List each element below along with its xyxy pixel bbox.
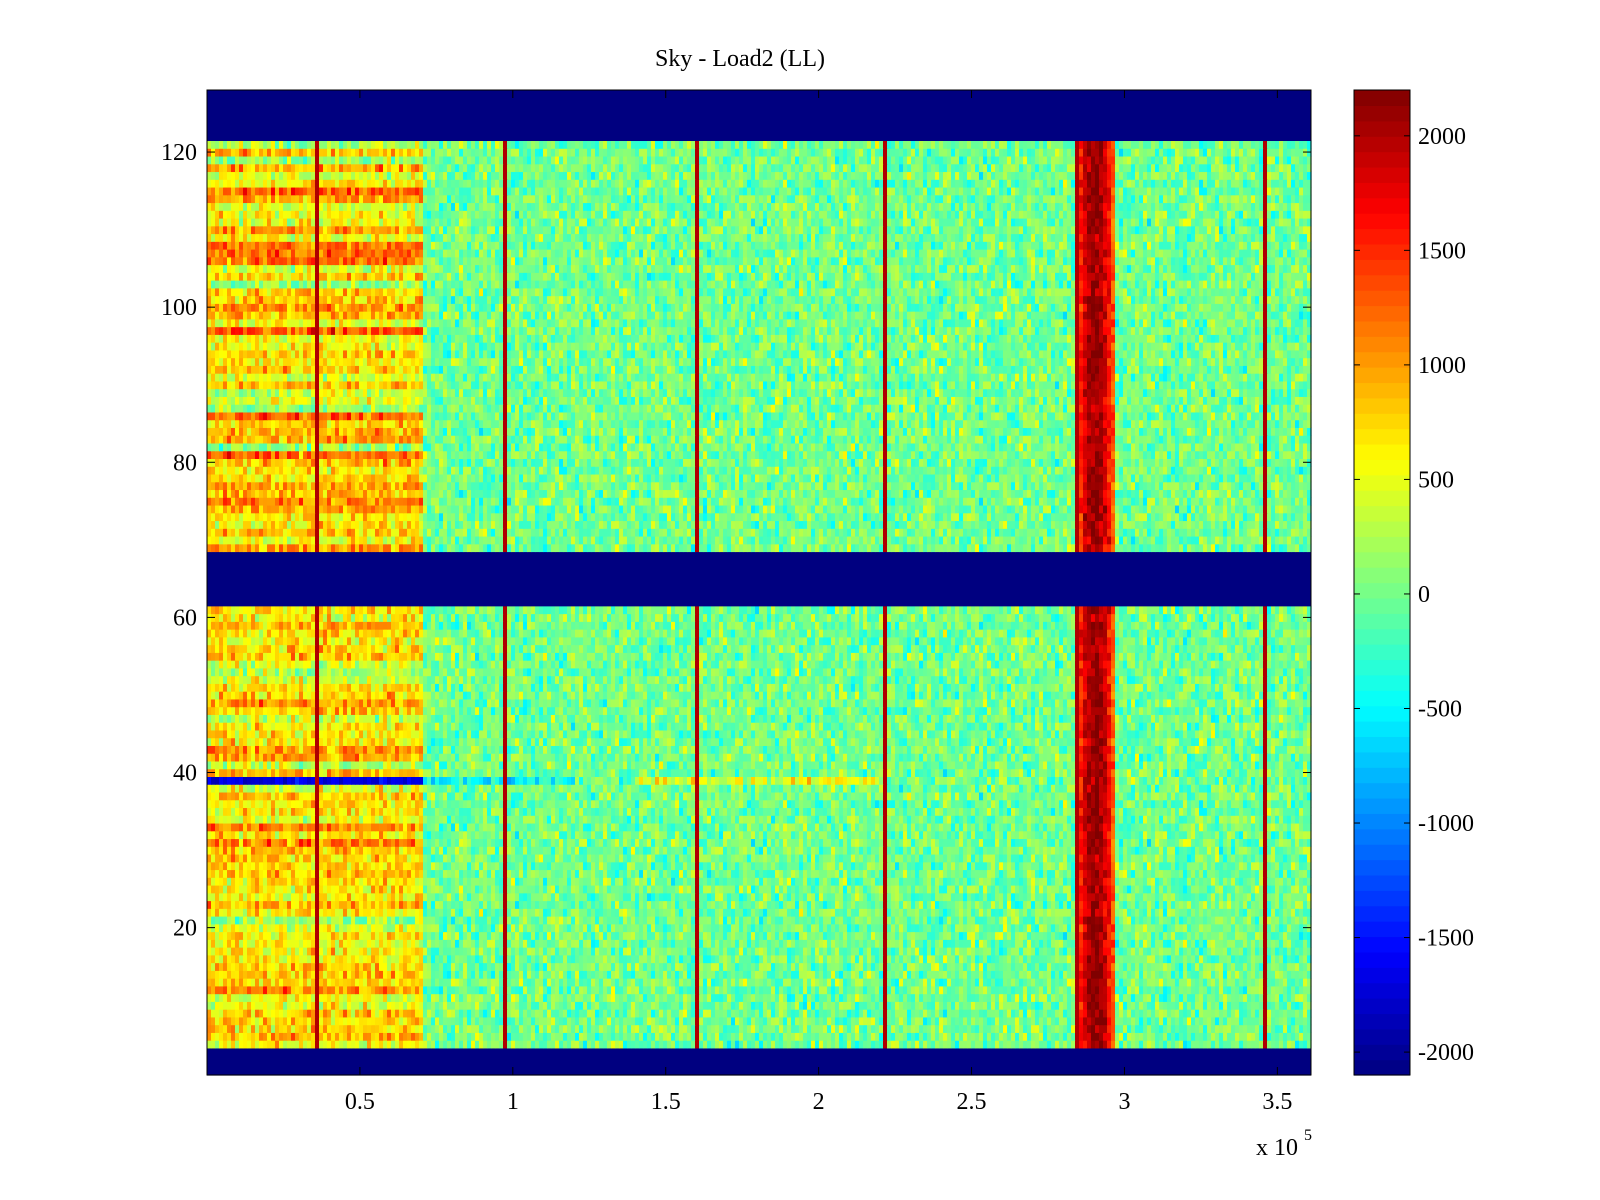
colorbar-tick-label: -500 [1418, 696, 1462, 722]
colorbar-tick-label: 2000 [1418, 124, 1466, 150]
colorbar-tick-label: 500 [1418, 467, 1454, 493]
heatmap-plot-area [207, 90, 1312, 1076]
x-tick-label: 0.5 [345, 1089, 375, 1115]
x-tick-label: 3.5 [1262, 1089, 1292, 1115]
heatmap-cells [207, 90, 1312, 1076]
y-tick-label: 60 [173, 605, 197, 631]
y-tick-label: 40 [173, 761, 197, 787]
chart-figure: Sky - Load2 (LL) 0.5 1 1.5 2 2.5 3 3.5 20 40 60 8… [0, 0, 1600, 1200]
x-tick-label: 3 [1118, 1089, 1130, 1115]
x-multiplier-exponent: 5 [1304, 1127, 1312, 1144]
x-tick-label: 1 [507, 1089, 519, 1115]
x-multiplier-label: x 10 [1256, 1135, 1298, 1161]
colorbar-tick-label: 1000 [1418, 353, 1466, 379]
colorbar-tick-label: -2000 [1418, 1040, 1474, 1066]
colorbar-tick-label: -1000 [1418, 811, 1474, 837]
colorbar-gradient [1354, 90, 1410, 1076]
y-tick-label: 20 [173, 916, 197, 942]
colorbar-tick-label: 0 [1418, 582, 1430, 608]
y-tick-label: 80 [173, 450, 197, 476]
x-tick-label: 1.5 [651, 1089, 681, 1115]
y-tick-label: 120 [161, 140, 197, 166]
y-tick-label: 100 [161, 295, 197, 321]
x-tick-label: 2 [813, 1089, 825, 1115]
colorbar-tick-label: -1500 [1418, 926, 1474, 952]
colorbar-tick-label: 1500 [1418, 238, 1466, 264]
x-tick-label: 2.5 [957, 1089, 987, 1115]
chart-title: Sky - Load2 (LL) [655, 46, 825, 72]
